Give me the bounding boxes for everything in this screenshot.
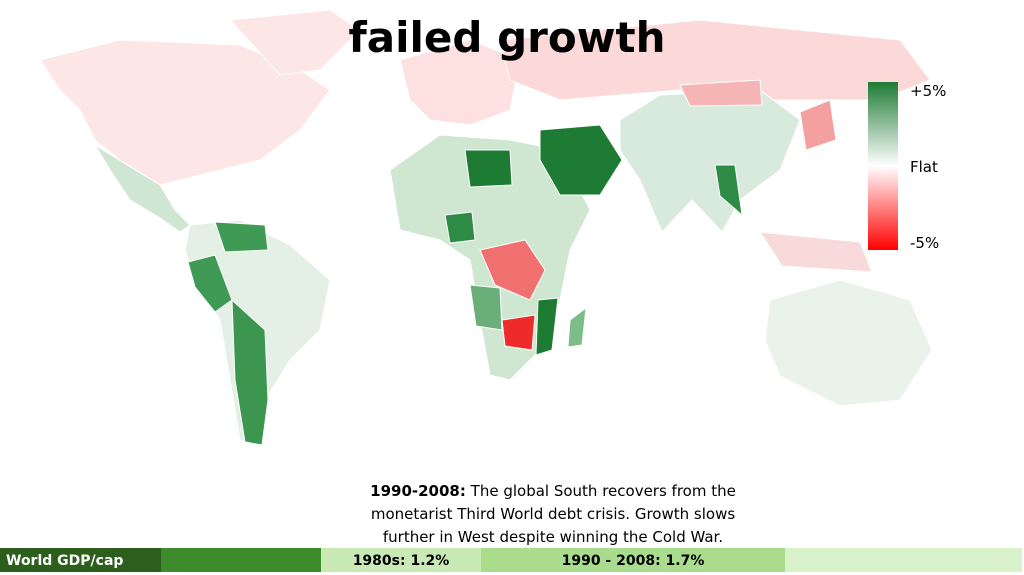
caption-text: The global South recovers from the bbox=[470, 482, 736, 500]
caption-line: 1990-2008: The global South recovers fro… bbox=[370, 482, 736, 500]
north-america bbox=[39, 39, 331, 186]
bar-segment bbox=[785, 548, 1022, 572]
mongolia bbox=[679, 79, 763, 107]
japan bbox=[799, 99, 837, 151]
caption-line: further in West despite winning the Cold… bbox=[383, 528, 723, 546]
middle-east bbox=[539, 124, 623, 196]
myanmar bbox=[714, 164, 743, 217]
mozambique bbox=[535, 297, 559, 356]
legend-scale bbox=[868, 82, 898, 250]
legend-bottom: -5% bbox=[910, 234, 939, 252]
bar-segment bbox=[481, 548, 785, 572]
central-america bbox=[94, 144, 191, 233]
australia bbox=[764, 279, 933, 407]
venezuela-guyana bbox=[214, 221, 269, 253]
bar-segment bbox=[161, 548, 321, 572]
bar-segment bbox=[0, 548, 161, 572]
bar-segment-label: 1990 - 2008: 1.7% bbox=[562, 553, 705, 569]
asia bbox=[619, 89, 801, 233]
argentina-chile bbox=[231, 298, 269, 446]
world-map bbox=[39, 9, 933, 446]
gdp-bar: World GDP/cap 1980s: 1.2% 1990 - 2008: 1… bbox=[0, 548, 1022, 572]
legend-middle: Flat bbox=[910, 158, 938, 176]
peru bbox=[187, 254, 233, 313]
bar-segment-label: 1980s: 1.2% bbox=[353, 553, 450, 569]
southeast-asia-islands bbox=[759, 231, 873, 273]
bar-segment bbox=[321, 548, 481, 572]
congo bbox=[479, 239, 546, 301]
bar-label: World GDP/cap bbox=[6, 553, 123, 569]
nigeria bbox=[444, 211, 476, 244]
russia bbox=[499, 19, 931, 101]
zambia-zimbabwe bbox=[501, 314, 536, 351]
title: failed growth bbox=[349, 13, 666, 62]
madagascar bbox=[567, 306, 587, 348]
legend-top: +5% bbox=[910, 82, 946, 100]
caption-lead: 1990-2008: bbox=[370, 482, 466, 500]
caption-line: monetarist Third World debt crisis. Grow… bbox=[371, 505, 736, 523]
angola bbox=[469, 284, 503, 331]
greenland bbox=[228, 9, 361, 76]
libya bbox=[464, 149, 513, 188]
europe bbox=[399, 39, 521, 126]
